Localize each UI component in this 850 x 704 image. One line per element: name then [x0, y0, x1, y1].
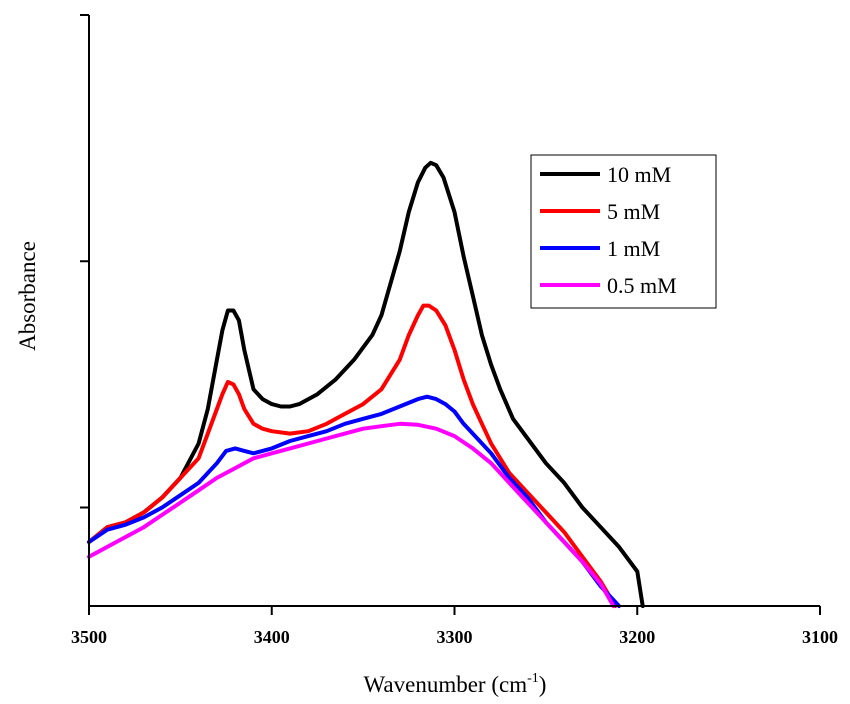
- series-line-10-mm: [87, 160, 645, 608]
- legend-items: 10 mM 5 mM 1 mM 0.5 mM: [540, 162, 677, 298]
- plot-area: 3500 3400 3300 3200 3100: [71, 14, 838, 647]
- series-line-0-5-mm: [87, 421, 616, 608]
- x-axis-title-close: ): [539, 672, 547, 697]
- ticks-layer: 3500 3400 3300 3200 3100: [71, 14, 838, 647]
- legend-label: 5 mM: [607, 199, 660, 224]
- y-axis-title: Absorbance: [15, 241, 40, 351]
- legend-label: 10 mM: [607, 162, 671, 187]
- series-layer: [87, 160, 645, 608]
- x-axis-title-main: Wavenumber (cm: [364, 672, 528, 697]
- x-axis-title-sup: -1: [527, 671, 539, 686]
- legend: 10 mM 5 mM 1 mM 0.5 mM: [530, 154, 717, 309]
- legend-label: 1 mM: [607, 236, 660, 261]
- x-tick-label: 3100: [802, 627, 838, 647]
- series-line-1-mm: [87, 394, 621, 608]
- x-tick-label: 3400: [254, 627, 290, 647]
- series-line-5-mm: [87, 303, 618, 608]
- x-axis-title: Wavenumber (cm-1): [364, 671, 547, 697]
- x-tick-label: 3200: [619, 627, 655, 647]
- legend-label: 0.5 mM: [607, 273, 677, 298]
- legend-box: [530, 154, 717, 309]
- x-tick-label: 3300: [437, 627, 473, 647]
- x-tick-label: 3500: [71, 627, 107, 647]
